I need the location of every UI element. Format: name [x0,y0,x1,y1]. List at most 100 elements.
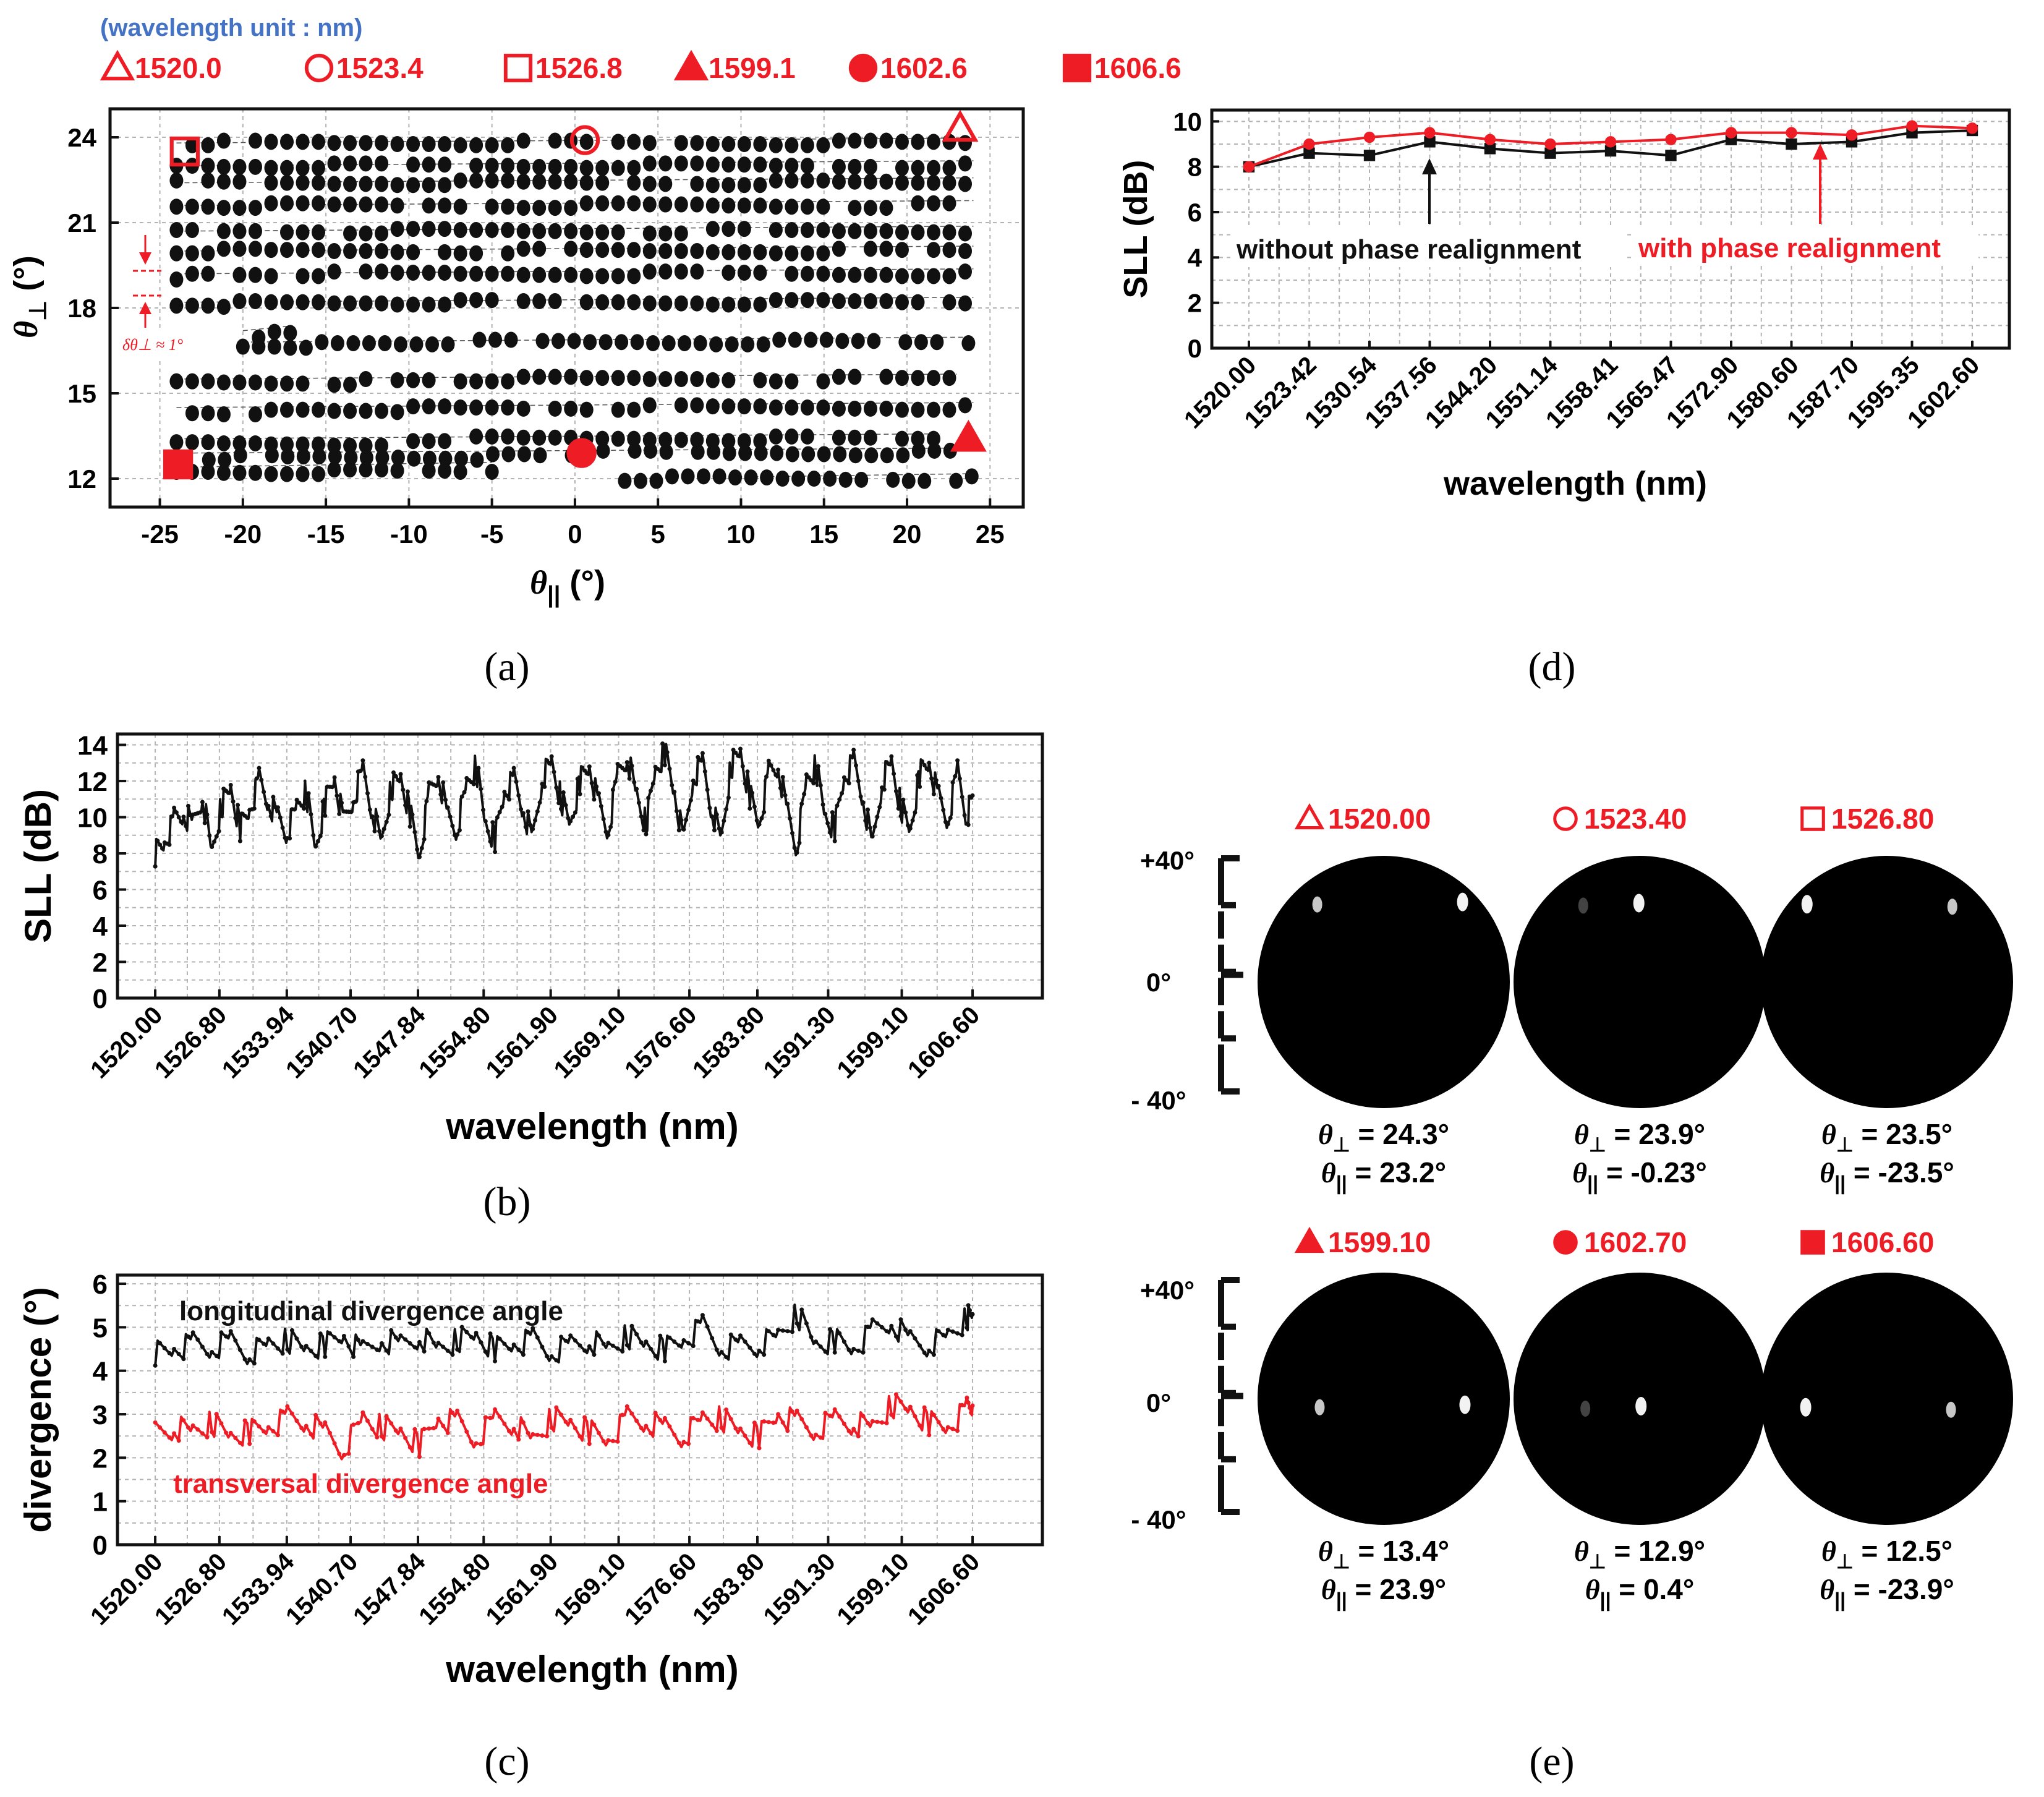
data-point [592,797,597,802]
legend-square-open-icon [503,53,533,83]
data-point [353,799,358,804]
data-point [271,1341,276,1346]
y-tick-label: 4 [93,911,108,942]
data-point [210,1350,215,1354]
x-tick-label: 1569.10 [549,1548,631,1630]
data-point [823,1349,828,1354]
plot-frame [116,1273,1044,1547]
scatter-point [662,335,676,352]
scatter-point [769,428,783,445]
wavelength-marker-icon [1800,806,1825,831]
scatter-point [926,224,940,241]
scatter-point [469,292,483,309]
data-point [551,769,556,774]
caption-e: (e) [1529,1739,1574,1784]
data-point [615,1439,620,1444]
data-point [675,809,679,814]
data-point [252,1361,257,1366]
scatter-point [816,399,830,416]
scatter-point [886,471,900,488]
data-point [407,1445,412,1449]
data-point [330,785,334,790]
x-axis-label: wavelength (nm) [1443,465,1707,502]
scatter-point [611,268,625,284]
data-point [445,1430,450,1435]
scatter-point [438,221,452,237]
scatter-point [390,372,404,388]
scatter-point [264,242,278,258]
data-point [176,1352,181,1357]
data-point [573,1338,577,1343]
data-point [289,1328,294,1333]
data-point [252,1419,257,1424]
data-point [893,788,898,793]
data-point [341,1453,346,1458]
scatter-point [918,472,932,489]
data-point [462,790,467,795]
data-point [598,804,603,809]
data-point [823,1411,828,1415]
data-point [615,1346,620,1351]
scatter-point [642,295,657,312]
scatter-point [346,335,360,352]
side-lobe [1946,1401,1956,1418]
scatter-point [579,134,594,150]
data-point [153,864,158,869]
scatter-point [753,177,767,194]
scatter-point [690,432,704,448]
data-point [688,798,693,803]
data-point [535,809,540,814]
data-point [866,1325,871,1330]
data-point [393,1335,398,1340]
data-point [809,1334,814,1339]
data-point [379,1434,384,1439]
scatter-point [596,442,610,459]
data-point [554,1358,559,1363]
scatter-point [201,463,215,480]
data-point [294,1419,299,1424]
y-tick-label: 0 [1188,334,1202,363]
data-point [780,1420,785,1425]
scatter-point [926,268,940,284]
data-point [530,1326,535,1331]
y-tick-label: 6 [93,876,108,906]
data-point [696,1417,700,1422]
scatter-point [642,176,657,192]
data-point [799,801,804,806]
scatter-point [264,436,278,453]
scatter-point [233,447,247,464]
data-point [367,808,372,812]
data-point [903,1406,908,1411]
scatter-point [895,174,909,191]
scatter-point [548,292,562,309]
annotation-bg [1632,228,1978,266]
scatter-point [296,401,310,418]
scatter-point [879,400,893,417]
y-axis-label: θ⊥ (°) [7,255,51,338]
data-point [398,772,403,777]
data-point [318,1421,323,1426]
scatter-point [785,265,799,282]
scatter-point [343,437,357,454]
data-point [200,1344,205,1349]
data-point [214,1354,219,1359]
theta-perp-label: θ⊥ = 23.5° [1821,1118,1952,1156]
data-point [927,1433,932,1438]
scatter-point [863,223,877,239]
scatter-point [741,336,755,352]
data-point [745,769,750,774]
data-point [960,795,965,800]
data-point [315,839,320,843]
scatter-point [375,155,389,172]
data-point [410,812,415,817]
x-axis-label: wavelength (nm) [445,1106,738,1147]
data-point [922,1405,927,1410]
x-tick-label: 1583.80 [688,1548,770,1630]
wavelength-label: 1602.70 [1584,1226,1687,1258]
data-point [384,1414,389,1419]
data-point [323,1420,328,1425]
scatter-point [201,245,215,262]
data-point [186,1425,190,1430]
y-tick-label: 6 [1188,198,1202,227]
scatter-point [579,242,594,258]
